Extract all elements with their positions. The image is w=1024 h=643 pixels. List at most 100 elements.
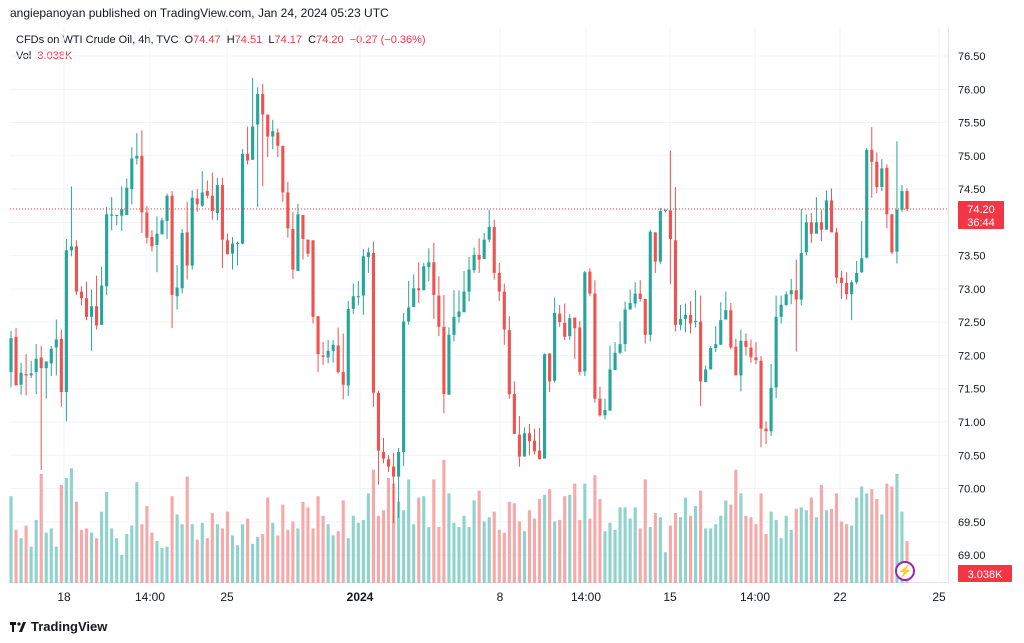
candle-body — [34, 358, 38, 373]
volume-bar — [764, 534, 768, 583]
candle-body — [819, 222, 823, 230]
candle-body — [890, 214, 894, 253]
candle-body — [799, 252, 803, 300]
candle-body — [54, 339, 58, 348]
candle-body — [336, 345, 340, 373]
volume-bar — [502, 532, 506, 583]
volume-bar — [699, 490, 703, 583]
volume-bar — [195, 539, 199, 583]
volume-bar — [648, 527, 652, 583]
candle-body — [900, 191, 904, 210]
candle-body — [432, 262, 436, 295]
volume-bar — [49, 528, 53, 583]
volume-bar — [880, 514, 884, 583]
candle-body — [220, 185, 224, 240]
candle-body — [170, 195, 174, 295]
candle-body — [598, 398, 602, 416]
volume-bar — [744, 515, 748, 583]
volume-bar — [321, 515, 325, 583]
volume-bar — [336, 531, 340, 583]
volume-bar — [452, 522, 456, 583]
candle-body — [447, 334, 451, 395]
volume-bar — [492, 511, 496, 583]
time-axis-label: 8 — [497, 590, 504, 604]
candle-body — [845, 282, 849, 295]
volume-bar — [115, 538, 119, 583]
volume-bar — [215, 524, 219, 583]
volume-bar — [804, 510, 808, 583]
candle-body — [694, 320, 698, 323]
candle-body — [84, 298, 89, 317]
candle-body — [306, 239, 310, 254]
volume-bar — [296, 528, 300, 583]
volume-bar — [316, 496, 320, 583]
volume-bar — [381, 510, 386, 583]
candle-body — [643, 298, 647, 335]
volume-bar — [467, 527, 471, 583]
candle-body — [824, 200, 829, 230]
candle-body — [739, 340, 743, 376]
volume-bar — [200, 522, 204, 583]
candle-body — [59, 338, 63, 393]
volume-bar — [507, 501, 511, 583]
volume-bar — [386, 478, 391, 583]
candle-body — [64, 250, 68, 393]
volume-bar — [301, 501, 305, 583]
volume-bar — [598, 499, 602, 583]
symbol-legend: CFDs on WTI Crude Oil, 4h, TVC O74.47 H7… — [16, 34, 426, 46]
publisher-line: angiepanoyan published on TradingView.co… — [10, 6, 389, 20]
volume-bar — [900, 511, 904, 583]
price-scale-label: 72.50 — [958, 317, 986, 329]
candle-body — [885, 167, 889, 215]
brand-name: TradingView — [31, 619, 108, 634]
candle-body — [195, 198, 199, 205]
volume-bar — [205, 538, 209, 583]
volume-bar — [779, 538, 783, 583]
candle-body — [673, 240, 678, 325]
candle-body — [230, 243, 235, 254]
volume-bar — [240, 524, 245, 583]
volume-bar — [462, 515, 466, 583]
time-axis-label: 25 — [220, 590, 234, 604]
volume-bar — [583, 483, 587, 583]
tradingview-logo-icon — [10, 621, 26, 632]
candle-body — [412, 288, 416, 307]
candle-body — [714, 344, 718, 349]
volume-bar — [608, 522, 612, 583]
candle-body — [588, 271, 592, 294]
candle-body — [678, 318, 683, 325]
volume-bar — [120, 555, 124, 583]
volume-bar — [497, 529, 501, 583]
candle-body — [14, 336, 18, 386]
candle-body — [603, 410, 607, 416]
candle-body — [452, 316, 456, 335]
candle-body — [648, 231, 652, 335]
candle-body — [563, 322, 567, 337]
volume-bar — [885, 483, 889, 583]
candle-body — [427, 262, 431, 267]
price-scale-label: 72.00 — [958, 350, 986, 362]
volume-bar — [754, 524, 758, 583]
volume-bar — [860, 486, 864, 583]
symbol-name[interactable]: CFDs on WTI Crude Oil, 4h, TVC — [16, 34, 179, 46]
close-value: 74.20 — [316, 34, 344, 46]
candle-body — [583, 272, 587, 372]
time-axis-label: 14:00 — [571, 590, 601, 604]
volume-bar — [578, 520, 582, 583]
candle-body — [462, 291, 466, 313]
candle-body — [522, 433, 526, 457]
volume-bar — [145, 506, 149, 583]
candle-body — [150, 236, 154, 247]
volume-bar — [306, 507, 310, 583]
volume-bar — [457, 527, 461, 583]
volume-bar — [346, 538, 350, 583]
candle-body — [215, 185, 219, 214]
candle-body — [704, 369, 708, 383]
volume-bar — [472, 500, 476, 583]
volume-bar — [568, 494, 572, 583]
volume-bar — [850, 525, 854, 583]
volume-bar — [865, 493, 869, 583]
open-value: 74.47 — [193, 34, 221, 46]
lightning-alert-icon[interactable]: ⚡ — [895, 561, 915, 581]
candle-body — [266, 114, 270, 137]
